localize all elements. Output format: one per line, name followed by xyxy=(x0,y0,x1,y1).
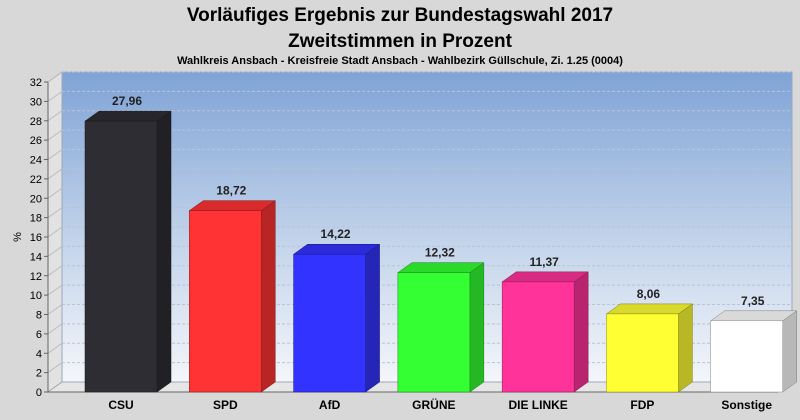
bar-side xyxy=(573,271,589,393)
bar: 7,35 xyxy=(709,294,798,393)
grid-line-side xyxy=(47,362,63,374)
bar-value-label: 12,32 xyxy=(425,246,455,260)
category-label: SPD xyxy=(213,398,238,412)
bar-top xyxy=(605,303,694,315)
grid-line-side xyxy=(47,207,63,219)
bar-top xyxy=(188,200,277,211)
bar-value-label: 7,35 xyxy=(741,294,765,308)
y-tick-label: 32 xyxy=(30,77,42,89)
y-tick-label: 10 xyxy=(30,290,42,302)
y-tick-label: 22 xyxy=(30,174,42,186)
bars: 27,96 18,72 14,22 12,32 11,37 8,06 7,35 xyxy=(84,94,798,393)
bar-value-label: 8,06 xyxy=(637,287,661,301)
bar-side xyxy=(469,262,485,393)
bar-top xyxy=(501,271,589,283)
y-tick-label: 30 xyxy=(30,96,42,108)
bar: 14,22 xyxy=(292,227,381,393)
chart-caption: Wahlkreis Ansbach - Kreisfreie Stadt Ans… xyxy=(177,55,623,67)
y-tick-label: 8 xyxy=(36,310,42,322)
bar-side xyxy=(782,310,797,393)
bar: 11,37 xyxy=(501,255,589,393)
category-label: DIE LINKE xyxy=(508,398,567,412)
grid-line-side xyxy=(47,71,63,83)
bar-side xyxy=(156,110,172,393)
y-tick-label: 4 xyxy=(36,348,42,360)
bar: 27,96 xyxy=(84,94,172,393)
grid-line-side xyxy=(47,226,63,238)
y-tick-label: 20 xyxy=(30,193,42,205)
y-tick-label: 12 xyxy=(30,271,42,283)
grid-line-side xyxy=(47,168,63,180)
y-axis-label: % xyxy=(12,232,24,242)
bar-top xyxy=(84,110,172,122)
grid-line-side xyxy=(47,304,63,315)
grid-line-side xyxy=(47,284,63,296)
y-tick-label: 2 xyxy=(36,368,42,380)
grid-line-side xyxy=(47,265,63,277)
y-tick-label: 14 xyxy=(30,251,42,263)
category-label: FDP xyxy=(630,398,654,412)
y-tick-label: 6 xyxy=(36,329,42,341)
bar-top xyxy=(709,310,798,322)
bar-top xyxy=(397,262,485,273)
grid-line-side xyxy=(47,129,63,141)
bar-value-label: 14,22 xyxy=(321,227,351,241)
bar-front xyxy=(710,320,783,393)
grid-line-side xyxy=(47,323,63,335)
bar: 12,32 xyxy=(397,246,485,393)
category-label: GRÜNE xyxy=(412,397,455,412)
bar-value-label: 11,37 xyxy=(529,255,559,269)
grid-line-side xyxy=(47,149,63,160)
y-tick-label: 16 xyxy=(30,232,42,244)
grid-line-side xyxy=(47,187,63,199)
y-tick-label: 24 xyxy=(30,155,42,167)
y-tick-label: 26 xyxy=(30,135,42,147)
bar: 8,06 xyxy=(605,287,694,393)
chart-subtitle: Zweitstimmen in Prozent xyxy=(288,31,512,52)
bar-front xyxy=(606,313,679,393)
bar-top xyxy=(292,243,381,255)
category-label: Sonstige xyxy=(721,398,772,412)
category-labels: CSU SPD AfD GRÜNE DIE LINKE FDP Sonstige xyxy=(108,397,772,412)
grid-line-side xyxy=(47,342,63,354)
bar-front xyxy=(397,272,471,393)
bar-front xyxy=(501,281,575,393)
bar-side xyxy=(678,303,693,393)
bar-value-label: 27,96 xyxy=(112,94,142,108)
bar-front xyxy=(293,253,366,393)
chart-title: Vorläufiges Ergebnis zur Bundestagswahl … xyxy=(187,5,613,26)
bar-value-label: 18,72 xyxy=(216,184,246,198)
bar-front xyxy=(189,210,262,393)
bar-side xyxy=(365,243,380,393)
category-label: CSU xyxy=(108,398,133,412)
bar-front xyxy=(84,120,158,393)
category-label: AfD xyxy=(319,398,341,412)
bar: 18,72 xyxy=(188,184,277,393)
y-tick-label: 28 xyxy=(30,116,42,128)
y-tick-label: 18 xyxy=(30,213,42,225)
grid-line-side xyxy=(47,90,63,102)
y-tick-label: 0 xyxy=(36,387,42,399)
grid-line-side xyxy=(47,110,63,122)
grid-line-side xyxy=(47,245,63,257)
bar-side xyxy=(261,200,276,393)
